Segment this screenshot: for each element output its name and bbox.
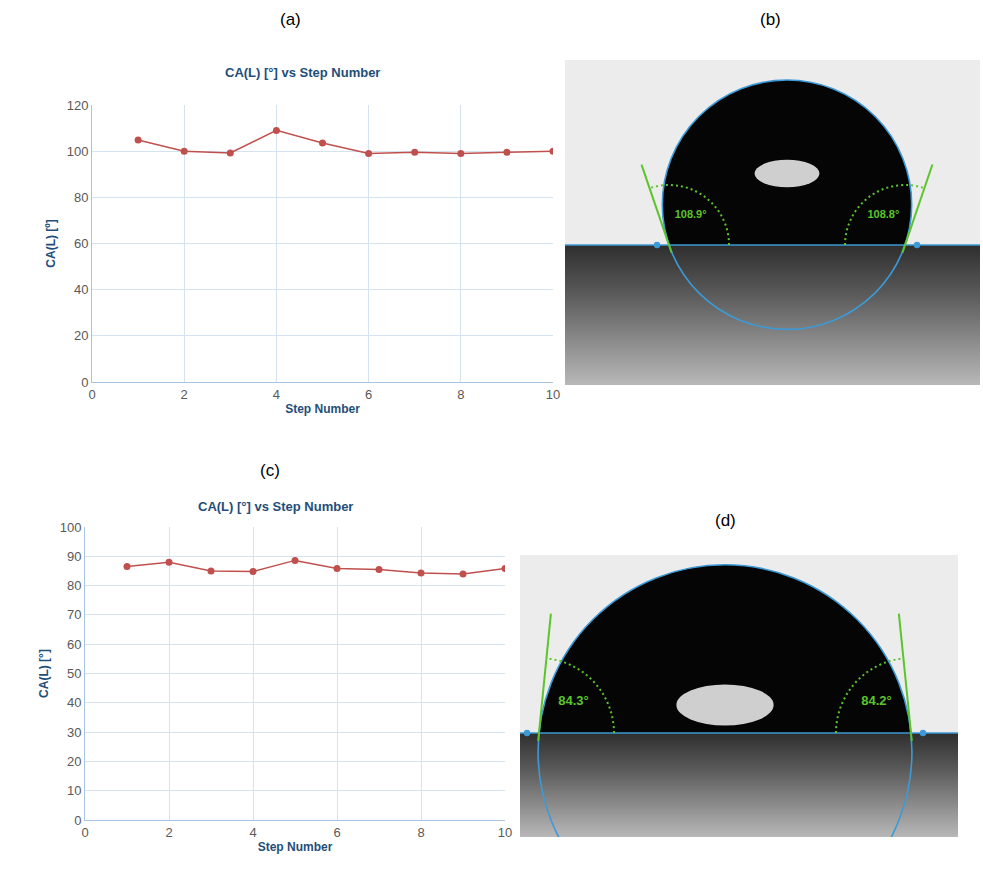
svg-text:0: 0	[74, 813, 81, 828]
svg-text:6: 6	[333, 825, 340, 840]
svg-text:10: 10	[546, 387, 560, 402]
svg-text:CA(L) [°] vs Step Number: CA(L) [°] vs Step Number	[198, 499, 353, 514]
svg-text:CA(L) [º]: CA(L) [º]	[44, 219, 58, 267]
svg-text:30: 30	[67, 725, 81, 740]
svg-text:20: 20	[74, 328, 88, 343]
svg-text:108.8°: 108.8°	[867, 208, 899, 220]
svg-text:84.2°: 84.2°	[861, 693, 892, 708]
svg-text:60: 60	[74, 236, 88, 251]
svg-text:(c): (c)	[260, 461, 280, 480]
svg-text:(d): (d)	[715, 511, 736, 530]
svg-text:84.3°: 84.3°	[558, 693, 589, 708]
svg-text:100: 100	[60, 520, 82, 535]
svg-text:8: 8	[417, 825, 424, 840]
svg-text:0: 0	[88, 387, 95, 402]
svg-text:0: 0	[81, 825, 88, 840]
svg-text:Step Number: Step Number	[285, 402, 360, 416]
svg-text:(b): (b)	[760, 10, 781, 29]
svg-text:40: 40	[67, 695, 81, 710]
svg-text:20: 20	[67, 754, 81, 769]
svg-text:8: 8	[457, 387, 464, 402]
svg-text:80: 80	[74, 190, 88, 205]
svg-text:40: 40	[74, 282, 88, 297]
svg-text:2: 2	[181, 387, 188, 402]
svg-text:120: 120	[67, 98, 89, 113]
svg-text:(a): (a)	[280, 10, 301, 29]
svg-text:10: 10	[498, 825, 512, 840]
svg-text:CA(L) [°]: CA(L) [°]	[37, 649, 51, 698]
svg-text:50: 50	[67, 666, 81, 681]
svg-text:60: 60	[67, 637, 81, 652]
svg-text:Step Number: Step Number	[258, 840, 333, 854]
svg-text:0: 0	[81, 375, 88, 390]
svg-text:80: 80	[67, 578, 81, 593]
svg-text:6: 6	[365, 387, 372, 402]
svg-text:10: 10	[67, 783, 81, 798]
svg-text:4: 4	[273, 387, 280, 402]
svg-text:70: 70	[67, 607, 81, 622]
svg-text:2: 2	[165, 825, 172, 840]
svg-text:4: 4	[249, 825, 256, 840]
svg-text:100: 100	[67, 144, 89, 159]
svg-text:CA(L) [°] vs Step Number: CA(L) [°] vs Step Number	[225, 65, 380, 80]
svg-text:90: 90	[67, 549, 81, 564]
svg-text:108.9°: 108.9°	[675, 208, 707, 220]
